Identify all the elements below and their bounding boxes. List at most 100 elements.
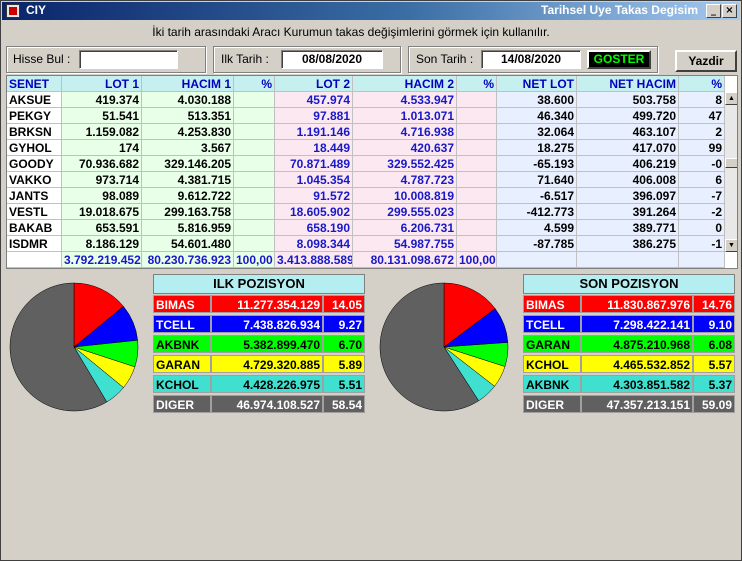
cell-hacim2: 10.008.819: [353, 188, 457, 204]
ilk_pozisyon-name-cell: BIMAS: [153, 295, 211, 313]
title-bar[interactable]: CIY Tarihsel Uye Takas Degisim _ ×: [2, 2, 740, 20]
ilk-tarih-input[interactable]: 08/08/2020: [281, 50, 383, 69]
cell-net-hacim: 417.070: [577, 140, 679, 156]
cell-net-pct: 0: [679, 220, 725, 236]
total-net-hacim: [577, 252, 679, 268]
hisse-label: Hisse Bul :: [13, 52, 71, 66]
cell-net-pct: -1: [679, 236, 725, 252]
cell-pct2: [457, 140, 497, 156]
son_pozisyon-value-cell: 11.830.867.976: [581, 295, 693, 313]
son_pozisyon-name-cell: KCHOL: [523, 355, 581, 373]
col-header-lot2[interactable]: LOT 2: [275, 76, 353, 92]
col-header-hacim1[interactable]: HACIM 1: [142, 76, 234, 92]
cell-hacim1: 513.351: [142, 108, 234, 124]
cell-lot1: 70.936.682: [62, 156, 142, 172]
son_pozisyon-pct-cell: 5.37: [693, 375, 735, 393]
total-hacim1: 80.230.736.923: [142, 252, 234, 268]
scroll-up-icon[interactable]: ▲: [725, 92, 737, 105]
ilk_pozisyon-value-cell: 46.974.108.527: [211, 395, 323, 413]
ilk_pozisyon-pct-cell: 5.89: [323, 355, 365, 373]
app-icon[interactable]: [6, 4, 20, 18]
cell-net-lot: -65.193: [497, 156, 577, 172]
col-header-net-hacim[interactable]: NET HACIM: [577, 76, 679, 92]
ilk_pozisyon-name-cell: AKBNK: [153, 335, 211, 353]
scroll-down-icon[interactable]: ▼: [725, 239, 737, 252]
cell-pct2: [457, 156, 497, 172]
ilk_pozisyon-name-cell: DIGER: [153, 395, 211, 413]
ilk-pozisyon-title: ILK POZISYON: [153, 274, 365, 294]
cell-net-pct: -0: [679, 156, 725, 172]
col-header-senet[interactable]: SENET: [7, 76, 62, 92]
ilk_pozisyon-name-cell: TCELL: [153, 315, 211, 333]
cell-net-pct: 8: [679, 92, 725, 108]
son_pozisyon-value-cell: 4.875.210.968: [581, 335, 693, 353]
cell-senet: GYHOL: [7, 140, 62, 156]
cell-senet: ISDMR: [7, 236, 62, 252]
cell-pct1: [234, 236, 275, 252]
col-header-lot1[interactable]: LOT 1: [62, 76, 142, 92]
ilk_pozisyon-pct-cell: 9.27: [323, 315, 365, 333]
scroll-thumb[interactable]: [725, 158, 737, 168]
cell-lot1: 51.541: [62, 108, 142, 124]
cell-net-lot: 18.275: [497, 140, 577, 156]
son_pozisyon-pct-cell: 9.10: [693, 315, 735, 333]
col-header-pct1[interactable]: %: [234, 76, 275, 92]
ilk_pozisyon-value-cell: 4.428.226.975: [211, 375, 323, 393]
cell-hacim1: 9.612.722: [142, 188, 234, 204]
ilk_pozisyon-pct-cell: 5.51: [323, 375, 365, 393]
cell-lot2: 91.572: [275, 188, 353, 204]
goster-button[interactable]: GOSTER: [587, 50, 651, 69]
cell-senet: PEKGY: [7, 108, 62, 124]
col-header-hacim2[interactable]: HACIM 2: [353, 76, 457, 92]
cell-pct1: [234, 188, 275, 204]
cell-pct1: [234, 108, 275, 124]
takas-grid[interactable]: SENET LOT 1 HACIM 1% LOT 2 HACIM 2% NET LOT NE…: [6, 75, 738, 269]
cell-hacim2: 299.555.023: [353, 204, 457, 220]
yazdir-button[interactable]: Yazdir: [675, 50, 737, 72]
cell-net-hacim: 396.097: [577, 188, 679, 204]
cell-senet: VAKKO: [7, 172, 62, 188]
cell-lot2: 658.190: [275, 220, 353, 236]
cell-net-lot: 4.599: [497, 220, 577, 236]
cell-lot1: 653.591: [62, 220, 142, 236]
son_pozisyon-pct-cell: 14.76: [693, 295, 735, 313]
close-button[interactable]: ×: [722, 4, 737, 18]
cell-pct2: [457, 124, 497, 140]
cell-pct2: [457, 92, 497, 108]
hisse-search-input[interactable]: [79, 50, 178, 69]
son-tarih-input[interactable]: 14/08/2020: [481, 50, 581, 69]
total-pct1: 100,00: [234, 252, 275, 268]
cell-pct2: [457, 108, 497, 124]
cell-net-lot: 32.064: [497, 124, 577, 140]
col-header-net-lot[interactable]: NET LOT: [497, 76, 577, 92]
cell-net-hacim: 503.758: [577, 92, 679, 108]
cell-lot2: 18.449: [275, 140, 353, 156]
pie-slice-bimas: [73, 282, 124, 348]
cell-net-lot: 38.600: [497, 92, 577, 108]
col-header-pct2[interactable]: %: [457, 76, 497, 92]
cell-lot2: 1.191.146: [275, 124, 353, 140]
cell-lot1: 19.018.675: [62, 204, 142, 220]
cell-net-pct: 47: [679, 108, 725, 124]
cell-pct2: [457, 188, 497, 204]
cell-net-lot: 46.340: [497, 108, 577, 124]
total-senet: [7, 252, 62, 268]
cell-hacim2: 329.552.425: [353, 156, 457, 172]
cell-senet: BAKAB: [7, 220, 62, 236]
cell-net-pct: -7: [679, 188, 725, 204]
son_pozisyon-value-cell: 7.298.422.141: [581, 315, 693, 333]
ilk_pozisyon-value-cell: 11.277.354.129: [211, 295, 323, 313]
vertical-scrollbar[interactable]: ▲ ▼: [725, 92, 737, 252]
cell-pct1: [234, 204, 275, 220]
cell-hacim1: 4.381.715: [142, 172, 234, 188]
son-tarih-group: [408, 46, 658, 73]
cell-senet: JANTS: [7, 188, 62, 204]
col-header-net-pct[interactable]: %: [679, 76, 725, 92]
total-net-lot: [497, 252, 577, 268]
cell-hacim2: 6.206.731: [353, 220, 457, 236]
cell-pct1: [234, 172, 275, 188]
cell-lot2: 70.871.489: [275, 156, 353, 172]
cell-net-lot: 71.640: [497, 172, 577, 188]
minimize-button[interactable]: _: [706, 4, 721, 18]
